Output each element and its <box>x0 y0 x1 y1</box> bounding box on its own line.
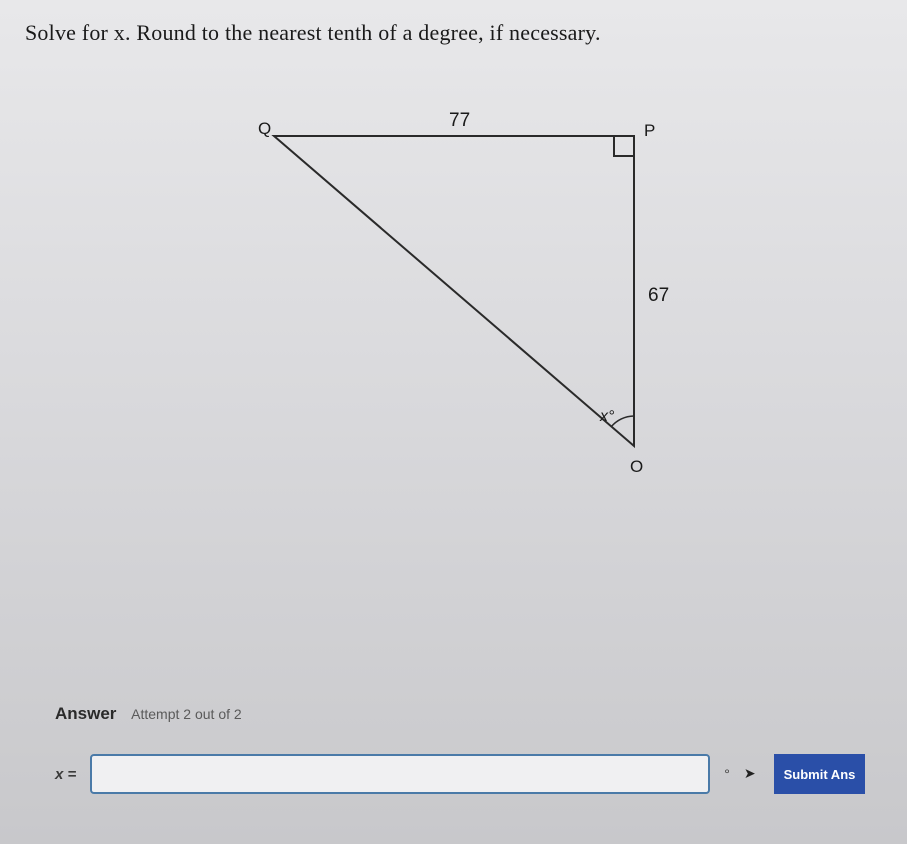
degree-symbol: ° <box>724 766 730 782</box>
side-label-po: 67 <box>648 285 669 306</box>
vertex-label-o: O <box>630 457 643 476</box>
cursor-icon: ➤ <box>744 766 756 783</box>
answer-section: Answer Attempt 2 out of 2 x = ° ➤ Submit… <box>55 704 907 794</box>
submit-button[interactable]: Submit Ans <box>774 754 866 794</box>
angle-x-label: x° <box>599 408 615 425</box>
answer-input-row: x = ° ➤ Submit Ans <box>55 754 907 794</box>
question-text: Solve for x. Round to the nearest tenth … <box>25 20 882 46</box>
figure-container: Q P O 77 67 x° <box>25 86 882 566</box>
answer-heading-row: Answer Attempt 2 out of 2 <box>55 704 907 724</box>
right-angle-marker <box>614 136 634 156</box>
triangle-diagram: Q P O 77 67 x° <box>194 96 714 496</box>
angle-x-arc <box>611 416 634 427</box>
vertex-label-p: P <box>644 121 655 140</box>
vertex-label-q: Q <box>258 119 271 138</box>
triangle-shape <box>274 136 634 446</box>
answer-prefix: x = <box>55 766 76 783</box>
answer-input[interactable] <box>90 754 710 794</box>
side-label-qp: 77 <box>449 110 470 131</box>
answer-heading: Answer <box>55 704 116 723</box>
attempt-text: Attempt 2 out of 2 <box>131 706 242 722</box>
